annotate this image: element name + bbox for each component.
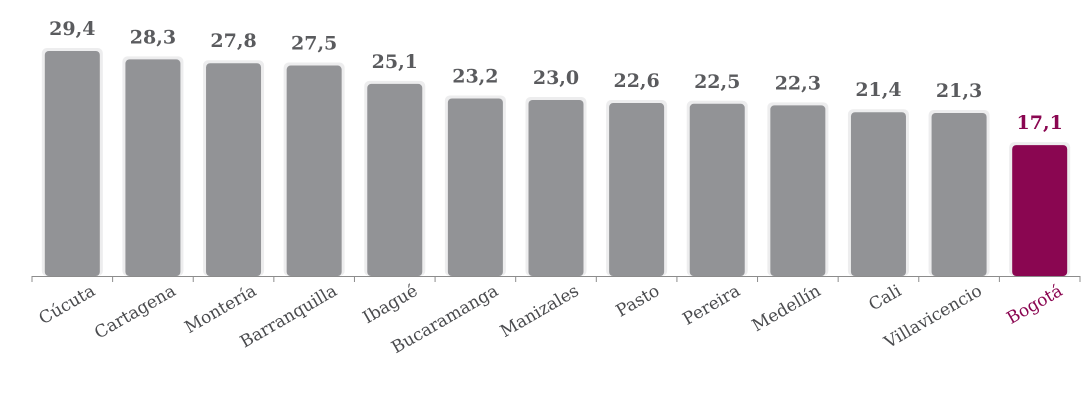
value-label-barranquilla: 27,5 [291, 33, 337, 55]
category-label-ibague: Ibagué [360, 281, 422, 328]
x-axis-ticks [31, 276, 1081, 282]
bar-ibague [367, 83, 423, 276]
bar-pereira [689, 103, 745, 276]
value-label-monteria: 27,8 [210, 30, 256, 52]
value-label-cartagena: 28,3 [130, 26, 176, 48]
value-label-bucaramanga: 23,2 [452, 65, 498, 87]
value-label-villavicencio: 21,3 [936, 80, 982, 102]
bar-monteria [206, 63, 262, 276]
value-label-bogota: 17,1 [1017, 112, 1063, 134]
bar-cali [850, 112, 906, 276]
category-label-bogota: Bogotá [1004, 281, 1067, 329]
value-label-manizales: 23,0 [533, 67, 579, 89]
category-label-cucuta: Cúcuta [36, 281, 99, 329]
category-label-pereira: Pereira [679, 281, 743, 330]
value-label-pasto: 22,6 [613, 70, 659, 92]
bar-villavicencio [931, 112, 987, 276]
bar-barranquilla [286, 65, 342, 276]
value-labels: 29,4 28,3 27,8 27,5 25,1 23,2 23,0 22,6 22,5 22,3… [49, 18, 1063, 134]
bar-pasto [609, 103, 665, 276]
category-label-medellin: Medellín [749, 281, 825, 336]
value-label-cucuta: 29,4 [49, 18, 95, 40]
bar-medellin [770, 105, 826, 276]
bar-bucaramanga [447, 98, 503, 277]
category-label-pasto: Pasto [613, 281, 663, 322]
bar-cartagena [125, 59, 181, 276]
value-label-medellin: 22,3 [775, 72, 821, 94]
bars-group [41, 48, 1071, 277]
category-label-manizales: Manizales [497, 281, 583, 342]
category-label-cali: Cali [865, 281, 905, 316]
value-label-pereira: 22,5 [694, 71, 740, 93]
value-label-cali: 21,4 [855, 79, 901, 101]
bar-cucuta [44, 51, 100, 276]
bar-bogota [1012, 145, 1068, 276]
value-label-ibague: 25,1 [372, 51, 418, 73]
category-label-cartagena: Cartagena [91, 281, 179, 343]
bar-manizales [528, 99, 584, 277]
